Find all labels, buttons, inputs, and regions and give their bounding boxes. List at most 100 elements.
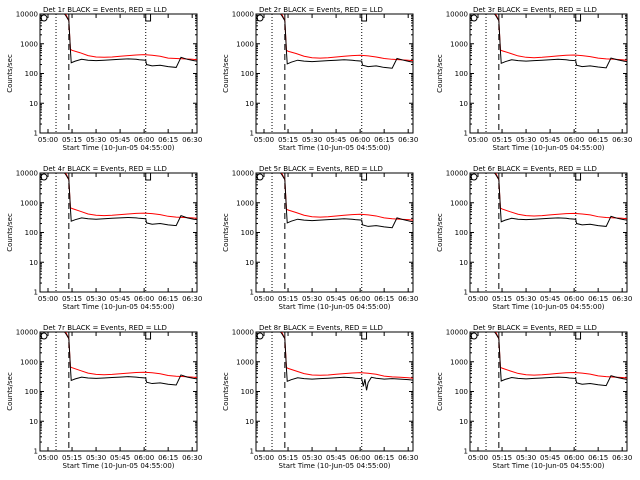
y-axis-label: Counts/sec: [436, 54, 444, 93]
y-tick-label: 1: [250, 130, 254, 138]
y-axis-label: Counts/sec: [6, 54, 14, 93]
x-tick-label: 06:30: [612, 454, 632, 462]
series-group: [493, 14, 627, 69]
y-tick-label: 100: [455, 70, 468, 78]
y-tick-label: 100: [25, 388, 38, 396]
x-tick-label: 05:30: [516, 136, 536, 144]
x-tick-label: 06:30: [182, 136, 202, 144]
x-tick-label: 06:15: [158, 136, 178, 144]
x-tick-label: 05:00: [468, 136, 488, 144]
interval-bracket: [361, 332, 368, 340]
y-tick-label: 10: [245, 259, 254, 267]
panel-4: Det 4r BLACK = Events, RED = LLD 05:00 05:…: [6, 165, 202, 311]
y-tick-label: 1: [250, 448, 254, 456]
x-axis-label: Start Time (10-Jun-05 04:55:00): [63, 303, 175, 311]
y-axis-label: Counts/sec: [222, 372, 230, 411]
panel-6: Det 6r BLACK = Events, RED = LLD 05:00 05:…: [436, 165, 632, 311]
x-tick-label: 06:15: [588, 295, 608, 303]
series-lld-line: [495, 173, 627, 220]
x-tick-label: 05:45: [110, 295, 130, 303]
y-tick-label: 100: [241, 70, 254, 78]
series-events-line: [279, 14, 413, 69]
start-marker: [470, 173, 478, 181]
y-axis-label: Counts/sec: [436, 372, 444, 411]
interval-bracket: [145, 173, 152, 181]
y-tick-label: 1: [34, 130, 38, 138]
y-tick-label: 10000: [16, 11, 38, 19]
panel-3: Det 3r BLACK = Events, RED = LLD 05:00 05:…: [436, 6, 632, 152]
x-tick-label: 06:00: [564, 295, 584, 303]
x-axis-label: Start Time (10-Jun-05 04:55:00): [63, 144, 175, 152]
y-tick-label: 100: [241, 229, 254, 237]
x-tick-label: 05:30: [86, 136, 106, 144]
x-tick-label: 06:15: [158, 454, 178, 462]
x-tick-label: 06:30: [398, 136, 418, 144]
y-axis-label: Counts/sec: [6, 372, 14, 411]
x-tick-label: 05:00: [254, 295, 274, 303]
x-tick-label: 06:00: [564, 454, 584, 462]
panel-7: Det 7r BLACK = Events, RED = LLD 05:00 05:…: [6, 324, 202, 470]
panel-title: Det 9r BLACK = Events, RED = LLD: [473, 324, 597, 332]
series-lld-line: [495, 14, 627, 61]
x-tick-label: 05:45: [540, 136, 560, 144]
x-tick-label: 05:45: [326, 295, 346, 303]
plot-frame: [255, 331, 414, 452]
plot-frame: [255, 172, 414, 293]
start-marker: [256, 332, 264, 340]
panel-title: Det 2r BLACK = Events, RED = LLD: [259, 6, 383, 14]
plot-frame: [39, 331, 198, 452]
x-tick-label: 05:15: [62, 295, 82, 303]
start-marker: [256, 14, 264, 22]
y-tick-label: 100: [25, 70, 38, 78]
y-tick-label: 10000: [446, 170, 468, 178]
y-tick-label: 1: [250, 289, 254, 297]
x-tick-label: 05:45: [540, 454, 560, 462]
x-tick-label: 05:30: [302, 136, 322, 144]
x-tick-label: 05:15: [278, 136, 298, 144]
y-tick-label: 1000: [450, 40, 468, 48]
x-tick-label: 06:30: [612, 136, 632, 144]
panel-title: Det 4r BLACK = Events, RED = LLD: [43, 165, 167, 173]
x-tick-label: 05:30: [302, 295, 322, 303]
y-tick-label: 10: [29, 259, 38, 267]
series-group: [279, 332, 413, 391]
y-tick-label: 1000: [450, 358, 468, 366]
x-axis-label: Start Time (10-Jun-05 04:55:00): [279, 303, 391, 311]
y-tick-label: 10: [459, 418, 468, 426]
x-tick-label: 05:45: [110, 136, 130, 144]
y-axis-label: Counts/sec: [6, 213, 14, 252]
x-tick-label: 05:15: [492, 454, 512, 462]
y-tick-label: 100: [455, 388, 468, 396]
series-group: [63, 332, 197, 386]
x-axis-label: Start Time (10-Jun-05 04:55:00): [63, 462, 175, 470]
x-tick-label: 05:15: [62, 136, 82, 144]
y-tick-label: 100: [455, 229, 468, 237]
series-events-line: [63, 332, 197, 386]
panel-1: Det 1r BLACK = Events, RED = LLD 05:00 05:…: [6, 6, 202, 152]
x-tick-label: 06:15: [158, 295, 178, 303]
y-tick-label: 10: [29, 418, 38, 426]
plot-frame: [39, 172, 198, 293]
x-tick-label: 05:45: [326, 454, 346, 462]
y-tick-label: 1: [34, 448, 38, 456]
y-tick-label: 10: [459, 259, 468, 267]
panel-title: Det 5r BLACK = Events, RED = LLD: [259, 165, 383, 173]
plot-frame: [469, 172, 628, 293]
interval-bracket: [575, 173, 582, 181]
x-tick-label: 06:00: [564, 136, 584, 144]
x-tick-label: 06:00: [350, 136, 370, 144]
interval-bracket: [145, 332, 152, 340]
x-tick-label: 05:00: [38, 136, 58, 144]
x-tick-label: 05:15: [492, 136, 512, 144]
y-tick-label: 10000: [446, 11, 468, 19]
x-tick-label: 05:00: [38, 295, 58, 303]
series-events-line: [493, 14, 627, 69]
x-axis-label: Start Time (10-Jun-05 04:55:00): [279, 462, 391, 470]
interval-bracket: [361, 14, 368, 22]
x-tick-label: 06:30: [398, 295, 418, 303]
y-tick-label: 1000: [450, 199, 468, 207]
start-marker: [40, 173, 48, 181]
x-tick-label: 05:00: [38, 454, 58, 462]
x-tick-label: 06:30: [398, 454, 418, 462]
y-tick-label: 10: [29, 100, 38, 108]
